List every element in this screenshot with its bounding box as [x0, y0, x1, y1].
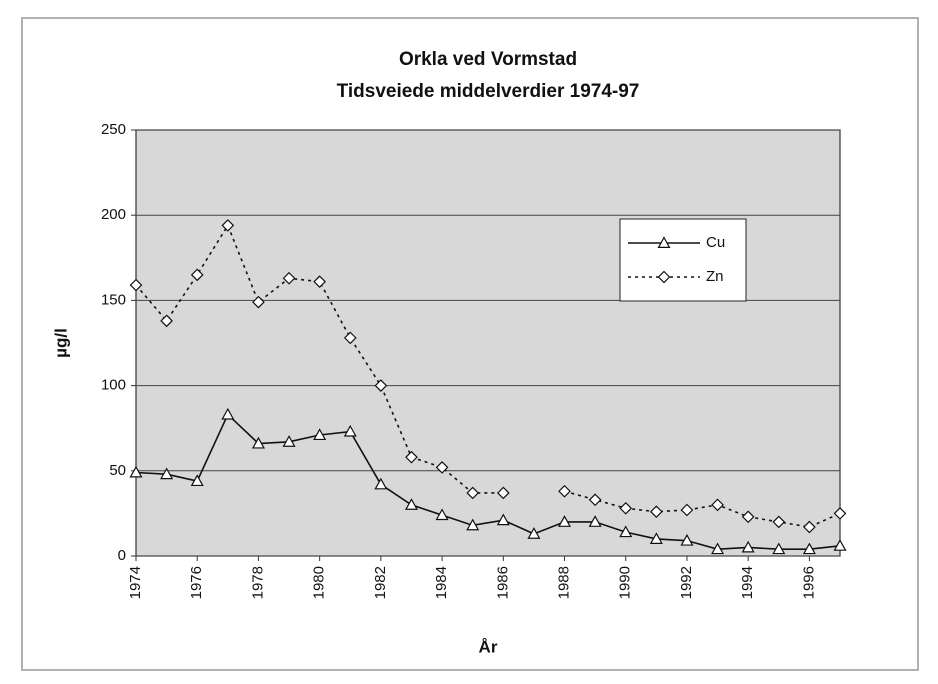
- y-tick-label: 150: [101, 291, 126, 308]
- y-axis-title: µg/l: [51, 328, 70, 358]
- data-point: [619, 501, 633, 515]
- y-tick-label: 50: [109, 462, 126, 479]
- x-tick-label: 1994: [739, 566, 756, 599]
- data-point: [282, 271, 296, 285]
- data-point: [527, 527, 541, 539]
- data-point: [252, 295, 265, 309]
- data-point: [221, 219, 235, 232]
- legend-marker: [657, 270, 671, 284]
- data-point: [129, 465, 143, 478]
- data-point: [496, 513, 510, 526]
- data-point: [711, 498, 724, 512]
- x-tick-label: 1990: [617, 566, 634, 599]
- data-point: [680, 503, 694, 517]
- data-point: [404, 498, 418, 510]
- data-point: [221, 407, 235, 420]
- y-tick-label: 0: [118, 547, 126, 564]
- data-point: [772, 515, 786, 529]
- x-tick-label: 1980: [311, 566, 328, 599]
- chart-title: Orkla ved Vormstad: [399, 49, 577, 70]
- legend-box: [619, 218, 747, 302]
- data-point: [466, 486, 480, 500]
- series-line: [135, 413, 841, 550]
- series-line: [135, 223, 841, 528]
- data-point: [374, 379, 388, 392]
- data-point: [772, 542, 786, 555]
- data-point: [374, 477, 388, 490]
- data-point: [833, 539, 847, 551]
- x-tick-label: 1976: [188, 566, 205, 599]
- data-point: [588, 493, 602, 507]
- x-tick-label: 1984: [433, 566, 450, 599]
- plot-area: [135, 129, 841, 557]
- data-point: [833, 507, 847, 520]
- data-point: [313, 428, 327, 441]
- x-tick-label: 1978: [249, 566, 266, 599]
- legend-marker: [657, 236, 671, 248]
- data-point: [435, 461, 449, 474]
- y-tick-label: 100: [101, 377, 126, 394]
- data-point: [496, 486, 510, 500]
- data-point: [803, 520, 816, 534]
- data-point: [649, 505, 663, 519]
- y-tick-label: 250: [101, 121, 126, 138]
- data-point: [649, 532, 663, 544]
- data-point: [313, 275, 327, 289]
- data-point: [435, 508, 449, 521]
- x-tick-label: 1988: [555, 566, 572, 599]
- x-tick-label: 1992: [678, 566, 695, 599]
- data-point: [129, 278, 143, 292]
- data-point: [282, 435, 296, 447]
- data-point: [190, 268, 204, 282]
- x-tick-label: 1982: [372, 566, 389, 599]
- x-tick-label: 1986: [494, 566, 511, 599]
- chart-subtitle: Tidsveiede middelverdier 1974-97: [337, 81, 640, 102]
- data-point: [160, 314, 173, 328]
- data-point: [741, 540, 755, 553]
- data-point: [558, 484, 571, 498]
- data-point: [619, 525, 633, 538]
- data-point: [343, 424, 357, 437]
- legend-label: Zn: [706, 268, 724, 285]
- data-point: [405, 450, 418, 464]
- data-point: [588, 515, 602, 527]
- legend-label: Cu: [706, 234, 725, 251]
- x-axis-title: År: [479, 637, 498, 656]
- legend: Cu Zn: [619, 218, 747, 302]
- data-point: [802, 542, 816, 555]
- data-point: [160, 467, 174, 480]
- data-point: [190, 474, 204, 487]
- x-tick-label: 1996: [800, 566, 817, 599]
- y-tick-label: 200: [101, 206, 126, 223]
- data-point: [741, 510, 755, 524]
- x-tick-label: 1974: [127, 566, 144, 599]
- data-point: [711, 542, 725, 555]
- data-point: [251, 436, 265, 449]
- data-point: [558, 515, 572, 527]
- data-point: [466, 518, 480, 531]
- data-point: [680, 533, 694, 546]
- data-point: [343, 331, 357, 345]
